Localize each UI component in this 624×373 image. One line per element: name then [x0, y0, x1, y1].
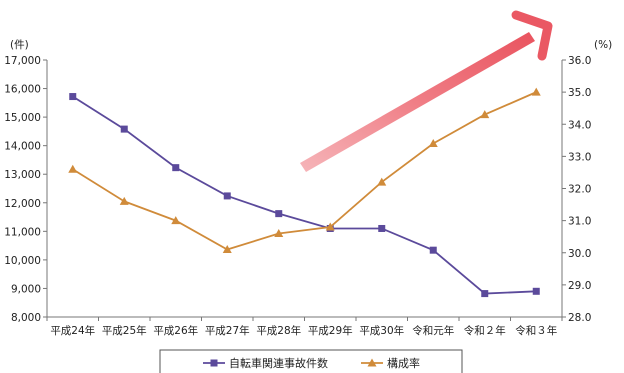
data-point-square	[429, 246, 437, 254]
left-axis-tick-label: 17,000	[4, 55, 41, 67]
data-point-square	[532, 287, 540, 295]
left-axis-tick-label: 8,000	[11, 312, 41, 324]
left-axis-tick-label: 12,000	[4, 198, 41, 210]
x-axis-tick-label: 平成24年	[50, 324, 95, 337]
x-axis-tick-label: 平成26年	[153, 324, 198, 337]
data-point-triangle	[325, 222, 335, 231]
series-1	[69, 93, 540, 298]
data-point-square	[172, 164, 180, 172]
data-point-square	[210, 359, 218, 367]
right-axis-tick-label: 35.0	[568, 87, 591, 99]
left-axis-tick-label: 11,000	[4, 226, 41, 238]
series-2	[68, 87, 541, 254]
trend-arrow-shaft	[300, 32, 535, 172]
left-axis-tick-label: 16,000	[4, 84, 41, 96]
x-axis-tick-label: 平成29年	[308, 324, 353, 337]
legend-label: 自転車関連事故件数	[229, 356, 328, 370]
series-layer	[68, 87, 541, 298]
x-axis-tick-label: 平成30年	[359, 324, 404, 337]
x-axis-tick-label: 令和元年	[412, 324, 454, 337]
x-axis-tick-label: 令和２年	[464, 324, 506, 337]
data-point-square	[223, 192, 231, 200]
right-axis-unit: (%)	[594, 39, 612, 51]
data-point-triangle	[274, 228, 284, 237]
left-axis-tick-label: 14,000	[4, 141, 41, 153]
data-point-square	[378, 224, 386, 232]
legend: 自転車関連事故件数 構成率	[159, 349, 463, 373]
data-point-triangle	[377, 177, 387, 186]
legend-box	[159, 349, 463, 373]
data-point-triangle	[480, 110, 490, 119]
right-axis-tick-label: 36.0	[568, 55, 591, 67]
series-line	[72, 95, 537, 295]
data-point-square	[481, 290, 489, 298]
trend-arrow	[300, 10, 553, 172]
right-axis-tick-label: 28.0	[568, 312, 591, 324]
data-point-triangle	[68, 164, 78, 173]
left-axis-unit: (件)	[10, 39, 29, 51]
data-point-triangle	[428, 139, 438, 148]
data-point-triangle	[367, 358, 377, 367]
left-axis-tick-label: 15,000	[4, 112, 41, 124]
data-point-square	[69, 93, 77, 101]
data-point-triangle	[171, 216, 181, 225]
right-axis-tick-label: 29.0	[568, 280, 591, 292]
right-axis-tick-label: 32.0	[568, 184, 591, 196]
right-axis-tick-label: 31.0	[568, 216, 591, 228]
left-axis-tick-label: 10,000	[4, 255, 41, 267]
right-axis-tick-label: 33.0	[568, 151, 591, 163]
left-axis-tick-label: 13,000	[4, 169, 41, 181]
trend-arrow-head	[511, 10, 553, 61]
axes: 8,000 9,000 10,000 11,000 12,000 13,000 14,000…	[4, 55, 591, 337]
series-line	[72, 91, 537, 251]
data-point-triangle	[531, 87, 541, 96]
legend-label: 構成率	[387, 356, 420, 370]
x-axis-tick-label: 令和３年	[515, 324, 557, 337]
right-axis-tick-label: 34.0	[568, 119, 591, 131]
data-point-square	[120, 125, 128, 133]
x-axis-tick-label: 平成28年	[256, 324, 301, 337]
data-point-square	[275, 210, 283, 218]
data-point-triangle	[222, 245, 232, 254]
left-axis-tick-label: 9,000	[11, 283, 41, 295]
x-axis-tick-label: 平成27年	[205, 324, 250, 337]
data-point-triangle	[119, 196, 129, 205]
x-axis-tick-label: 平成25年	[102, 324, 147, 337]
right-axis-tick-label: 30.0	[568, 248, 591, 260]
